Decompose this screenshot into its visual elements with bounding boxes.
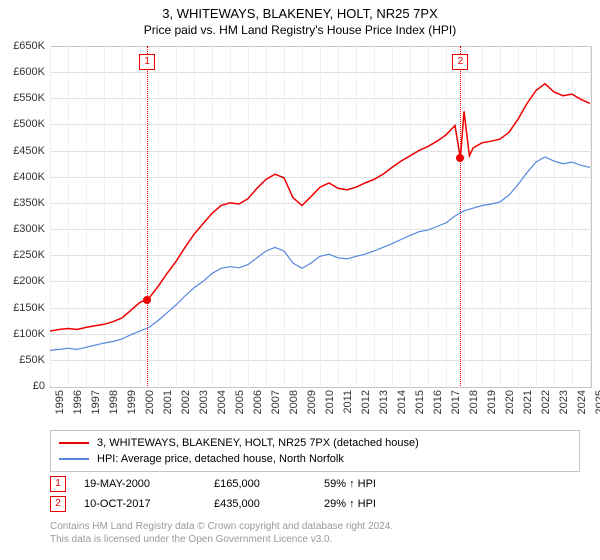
- event-diff: 29% ↑ HPI: [324, 498, 376, 510]
- ytick-label: £550K: [3, 92, 45, 104]
- xtick-label: 2016: [432, 390, 444, 414]
- event-date: 10-OCT-2017: [84, 498, 214, 510]
- gridline-v: [590, 46, 591, 386]
- xtick-label: 2018: [468, 390, 480, 414]
- xtick-label: 1998: [108, 390, 120, 414]
- xtick-label: 1995: [54, 390, 66, 414]
- ytick-label: £400K: [3, 171, 45, 183]
- legend-row: HPI: Average price, detached house, Nort…: [59, 451, 571, 467]
- xtick-label: 2011: [342, 390, 354, 414]
- xtick-label: 2004: [216, 390, 228, 414]
- legend-swatch: [59, 458, 89, 460]
- event-price: £165,000: [214, 478, 324, 490]
- event-label-box: 2: [452, 54, 468, 70]
- xtick-label: 2025: [594, 390, 600, 414]
- xtick-label: 2003: [198, 390, 210, 414]
- legend-row: 3, WHITEWAYS, BLAKENEY, HOLT, NR25 7PX (…: [59, 435, 571, 451]
- xtick-label: 1999: [126, 390, 138, 414]
- xtick-label: 2012: [360, 390, 372, 414]
- ytick-label: £600K: [3, 66, 45, 78]
- xtick-label: 2014: [396, 390, 408, 414]
- event-date: 19-MAY-2000: [84, 478, 214, 490]
- ytick-label: £350K: [3, 197, 45, 209]
- xtick-label: 2005: [234, 390, 246, 414]
- ytick-label: £250K: [3, 249, 45, 261]
- xtick-label: 2001: [162, 390, 174, 414]
- series-property: [50, 84, 590, 331]
- event-point: [143, 296, 151, 304]
- xtick-label: 2006: [252, 390, 264, 414]
- legend-label: 3, WHITEWAYS, BLAKENEY, HOLT, NR25 7PX (…: [97, 437, 419, 449]
- plot-svg: [50, 46, 590, 386]
- xtick-label: 2013: [378, 390, 390, 414]
- xtick-label: 2024: [576, 390, 588, 414]
- ytick-label: £300K: [3, 223, 45, 235]
- event-row-marker: 1: [50, 476, 66, 492]
- xtick-label: 2021: [522, 390, 534, 414]
- chart-title: 3, WHITEWAYS, BLAKENEY, HOLT, NR25 7PX: [0, 0, 600, 21]
- ytick-label: £650K: [3, 40, 45, 52]
- event-row: 1 19-MAY-2000£165,00059% ↑ HPI: [50, 474, 580, 494]
- legend-swatch: [59, 442, 89, 444]
- xtick-label: 2000: [144, 390, 156, 414]
- chart-subtitle: Price paid vs. HM Land Registry's House …: [0, 21, 600, 41]
- ytick-label: £450K: [3, 145, 45, 157]
- xtick-label: 2017: [450, 390, 462, 414]
- events-table: 1 19-MAY-2000£165,00059% ↑ HPI 2 10-OCT-201…: [50, 474, 580, 514]
- xtick-label: 2007: [270, 390, 282, 414]
- event-diff: 59% ↑ HPI: [324, 478, 376, 490]
- xtick-label: 2009: [306, 390, 318, 414]
- xtick-label: 1997: [90, 390, 102, 414]
- ytick-label: £200K: [3, 275, 45, 287]
- event-point: [456, 154, 464, 162]
- ytick-label: £50K: [3, 354, 45, 366]
- footer-line1: Contains HM Land Registry data © Crown c…: [50, 520, 393, 533]
- xtick-label: 2010: [324, 390, 336, 414]
- legend-label: HPI: Average price, detached house, Nort…: [97, 453, 344, 465]
- xtick-label: 2022: [540, 390, 552, 414]
- xtick-label: 2020: [504, 390, 516, 414]
- legend: 3, WHITEWAYS, BLAKENEY, HOLT, NR25 7PX (…: [50, 430, 580, 472]
- chart-area: 12: [50, 46, 590, 386]
- xtick-label: 2015: [414, 390, 426, 414]
- ytick-label: £150K: [3, 302, 45, 314]
- ytick-label: £0: [3, 380, 45, 392]
- footer-line2: This data is licensed under the Open Gov…: [50, 533, 393, 546]
- series-hpi: [50, 157, 590, 351]
- xtick-label: 1996: [72, 390, 84, 414]
- xtick-label: 2002: [180, 390, 192, 414]
- xtick-label: 2019: [486, 390, 498, 414]
- event-price: £435,000: [214, 498, 324, 510]
- footer: Contains HM Land Registry data © Crown c…: [50, 520, 393, 546]
- xtick-label: 2008: [288, 390, 300, 414]
- event-label-box: 1: [139, 54, 155, 70]
- ytick-label: £500K: [3, 118, 45, 130]
- event-row: 2 10-OCT-2017£435,00029% ↑ HPI: [50, 494, 580, 514]
- event-row-marker: 2: [50, 496, 66, 512]
- ytick-label: £100K: [3, 328, 45, 340]
- xtick-label: 2023: [558, 390, 570, 414]
